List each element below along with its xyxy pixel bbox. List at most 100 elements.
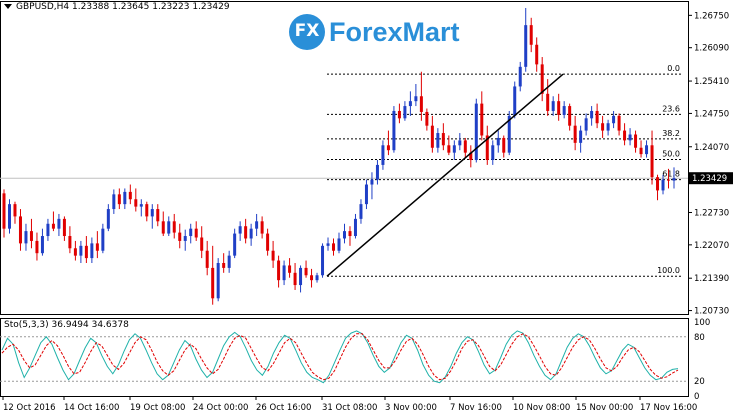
candle-body	[260, 221, 264, 234]
candle-body	[507, 115, 511, 153]
candle-body	[513, 86, 517, 116]
candle-body	[145, 204, 149, 217]
candle-body	[2, 193, 6, 229]
trendline	[326, 73, 564, 277]
candle-body	[134, 199, 138, 207]
candle-body	[474, 103, 478, 161]
candle-body	[178, 232, 182, 241]
stochastic-label: Sto(5,3,3) 36.9494 34.6378	[4, 320, 129, 330]
candle-body	[617, 115, 621, 131]
candle-body	[408, 101, 412, 107]
candle-body	[139, 204, 143, 207]
candle-body	[540, 64, 544, 94]
candle-body	[535, 44, 539, 65]
candle-body	[381, 145, 385, 165]
candle-body	[403, 106, 407, 119]
candle-body	[414, 96, 418, 102]
sto-level-label: 20	[694, 377, 705, 387]
candle-body	[601, 123, 605, 131]
candle-body	[84, 245, 88, 259]
fib-level-label: 100.0	[657, 266, 680, 275]
candle-body	[57, 218, 61, 229]
symbol-header: GBPUSD,H4 1.23388 1.23645 1.23223 1.2342…	[4, 2, 230, 12]
forexmart-logo: FX ForexMart	[289, 13, 460, 51]
candle-body	[117, 194, 121, 205]
candle-body	[623, 130, 627, 141]
candle-body	[634, 134, 638, 148]
fib-level-label: 23.6	[662, 104, 680, 113]
candle-body	[529, 25, 533, 45]
candle-body	[425, 111, 429, 126]
candle-body	[233, 233, 237, 256]
price-tick-label: 1.24070	[694, 143, 729, 153]
candle-body	[639, 147, 643, 155]
price-tick-label: 1.21390	[694, 274, 729, 284]
fib-level-label: 0.0	[667, 64, 680, 73]
candle-body	[480, 103, 484, 136]
candle-body	[485, 135, 489, 161]
candle-body	[458, 140, 462, 146]
close-price: 1.23429	[192, 2, 230, 12]
time-tick-label: 24 Oct 00:00	[193, 403, 248, 413]
candle-body	[463, 140, 467, 153]
candle-body	[392, 110, 396, 151]
time-tick-label: 12 Oct 2016	[3, 403, 56, 413]
candle-body	[95, 243, 99, 251]
candle-body	[326, 243, 330, 246]
candle-body	[518, 66, 522, 87]
candle-body	[189, 228, 193, 237]
time-tick-label: 31 Oct 08:00	[322, 403, 377, 413]
candle-body	[491, 145, 495, 161]
sto-level-label: 100	[694, 318, 710, 328]
collapse-arrow-icon[interactable]	[4, 4, 12, 9]
candle-body	[562, 106, 566, 115]
candle-body	[342, 231, 346, 239]
symbol-label: GBPUSD,H4	[16, 2, 70, 12]
candle-body	[397, 110, 401, 119]
candle-body	[557, 101, 561, 115]
candle-body	[364, 184, 368, 205]
candle-body	[194, 228, 198, 238]
candle-body	[452, 145, 456, 153]
candle-body	[332, 243, 336, 251]
candle-body	[612, 115, 616, 124]
candle-body	[216, 262, 220, 299]
candle-body	[551, 101, 555, 111]
candle-body	[650, 145, 654, 178]
candle-body	[266, 233, 270, 251]
candle-body	[255, 221, 259, 229]
fib-level-label: 38.2	[662, 129, 680, 138]
candle-body	[112, 194, 116, 210]
candle-body	[7, 204, 11, 229]
candle-body	[128, 191, 132, 200]
candle-body	[667, 179, 671, 181]
sto-main-line	[1, 330, 679, 384]
candle-body	[293, 272, 297, 286]
candle-body	[227, 255, 231, 268]
price-tick-label: 1.22730	[694, 208, 729, 218]
candle-body	[386, 145, 390, 151]
candle-body	[430, 125, 434, 148]
candle-body	[150, 209, 154, 217]
candle-body	[222, 262, 226, 268]
current-price-label: 1.23429	[692, 174, 727, 184]
candle-body	[502, 137, 506, 153]
candle-body	[167, 221, 171, 234]
candle-body	[469, 152, 473, 161]
candle-body	[40, 236, 44, 254]
candle-body	[18, 216, 22, 244]
fx-badge-icon: FX	[289, 14, 325, 50]
candle-body	[441, 133, 445, 146]
open-price: 1.23388	[72, 2, 110, 12]
candle-body	[573, 125, 577, 143]
time-tick-label: 17 Nov 16:00	[640, 403, 697, 413]
time-tick-label: 14 Oct 16:00	[64, 403, 119, 413]
candle-body	[370, 179, 374, 185]
candle-body	[211, 267, 215, 299]
candle-body	[172, 221, 176, 233]
low-price: 1.23223	[152, 2, 190, 12]
candle-body	[200, 237, 204, 251]
logo-text: ForexMart	[329, 16, 460, 47]
candle-body	[661, 179, 665, 191]
